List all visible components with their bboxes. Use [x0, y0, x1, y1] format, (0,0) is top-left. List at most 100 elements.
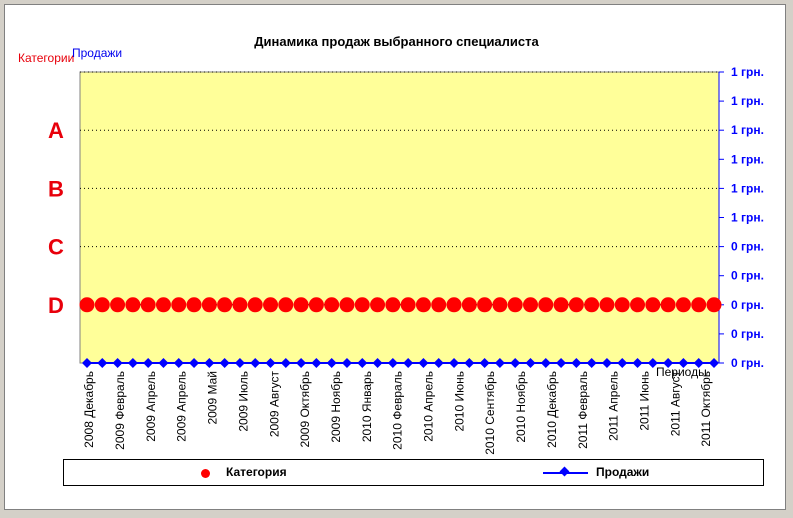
- x-tick-label: 2008 Декабрь: [82, 371, 96, 448]
- value-axis-label: 0 грн.: [731, 240, 764, 254]
- category-point: [675, 297, 691, 313]
- chart-title: Динамика продаж выбранного специалиста: [254, 34, 539, 49]
- x-tick-label: 2011 Октябрь: [699, 371, 713, 447]
- value-axis-label: 0 грн.: [731, 327, 764, 341]
- sales-point: [479, 358, 490, 368]
- category-point: [79, 297, 95, 313]
- category-point: [171, 297, 187, 313]
- category-point: [584, 297, 600, 313]
- category-point: [140, 297, 156, 313]
- x-tick-label: 2009 Ноябрь: [329, 371, 343, 443]
- legend-sales-marker: [559, 466, 570, 477]
- value-axis-label: 1 грн.: [731, 152, 764, 166]
- sales-point: [647, 358, 658, 368]
- x-tick-label: 2011 Август: [668, 371, 682, 437]
- sales-point: [494, 358, 505, 368]
- value-axis-label: 1 грн.: [731, 181, 764, 195]
- x-tick-label: 2009 Февраль: [113, 371, 127, 450]
- category-point: [94, 297, 110, 313]
- x-tick-label: 2010 Ноябрь: [514, 371, 528, 443]
- value-axis-label: 1 грн.: [731, 94, 764, 108]
- category-axis-label: B: [48, 176, 64, 201]
- category-point: [354, 297, 370, 313]
- sales-point: [97, 358, 108, 368]
- category-axis-label: A: [48, 118, 64, 143]
- category-point: [186, 297, 202, 313]
- sales-point: [571, 358, 582, 368]
- sales-point: [82, 358, 92, 368]
- x-tick-label: 2011 Февраль: [576, 371, 590, 449]
- x-tick-label: 2010 Январь: [360, 371, 374, 442]
- category-point: [614, 297, 630, 313]
- sales-point: [663, 358, 674, 368]
- category-point: [293, 297, 309, 313]
- category-point: [538, 297, 554, 313]
- value-axis-label: 0 грн.: [731, 298, 764, 312]
- category-point: [461, 297, 477, 313]
- category-point: [706, 297, 722, 313]
- sales-point: [311, 358, 322, 368]
- category-point: [492, 297, 508, 313]
- x-tick-label: 2011 Апрель: [607, 371, 621, 441]
- category-point: [324, 297, 340, 313]
- sales-point: [449, 358, 460, 368]
- sales-point: [617, 358, 628, 368]
- category-point: [263, 297, 279, 313]
- sales-point: [296, 358, 307, 368]
- sales-point: [632, 358, 643, 368]
- sales-point: [341, 358, 352, 368]
- sales-point: [418, 358, 429, 368]
- category-point: [660, 297, 676, 313]
- category-point: [232, 297, 248, 313]
- category-point: [155, 297, 171, 313]
- sales-point: [204, 358, 215, 368]
- legend-category-label: Категория: [226, 465, 287, 479]
- category-point: [691, 297, 707, 313]
- sales-point: [678, 358, 689, 368]
- sales-point: [189, 358, 200, 368]
- category-point: [370, 297, 386, 313]
- sales-point: [143, 358, 154, 368]
- sales-point: [540, 358, 551, 368]
- category-point: [507, 297, 523, 313]
- category-point: [477, 297, 493, 313]
- sales-point: [127, 358, 138, 368]
- left-axis-title: Категории: [18, 51, 75, 65]
- category-point: [553, 297, 569, 313]
- category-point: [431, 297, 447, 313]
- x-tick-label: 2010 Декабрь: [545, 371, 559, 448]
- category-point: [630, 297, 646, 313]
- value-axis-label: 0 грн.: [731, 356, 764, 370]
- x-tick-label: 2009 Апрель: [144, 371, 158, 442]
- plot-area: [79, 71, 720, 364]
- right-axis-title: Продажи: [72, 46, 123, 60]
- sales-point: [112, 358, 123, 368]
- sales-point: [280, 358, 291, 368]
- category-point: [339, 297, 355, 313]
- category-point: [247, 297, 263, 313]
- legend-sales-label: Продажи: [596, 465, 650, 479]
- category-point: [125, 297, 141, 313]
- value-axis-label: 1 грн.: [731, 211, 764, 225]
- sales-point: [433, 358, 444, 368]
- sales-point: [601, 358, 612, 368]
- sales-point: [173, 358, 184, 368]
- x-tick-label: 2011 Июнь: [637, 371, 651, 431]
- sales-point: [464, 358, 475, 368]
- sales-point: [158, 358, 169, 368]
- sales-point: [234, 358, 245, 368]
- category-point: [599, 297, 615, 313]
- value-axis-label: 1 грн.: [731, 65, 764, 79]
- x-tick-label: 2010 Апрель: [422, 371, 436, 442]
- sales-point: [387, 358, 398, 368]
- x-tick-label: 2009 Май: [206, 371, 220, 425]
- category-axis-label: C: [48, 235, 64, 260]
- sales-point: [510, 358, 521, 368]
- category-point: [645, 297, 661, 313]
- sales-point: [265, 358, 276, 368]
- x-tick-label: 2010 Сентябрь: [483, 371, 497, 455]
- x-axis-title: Периоды: [656, 365, 707, 379]
- sales-point: [219, 358, 230, 368]
- category-point: [522, 297, 538, 313]
